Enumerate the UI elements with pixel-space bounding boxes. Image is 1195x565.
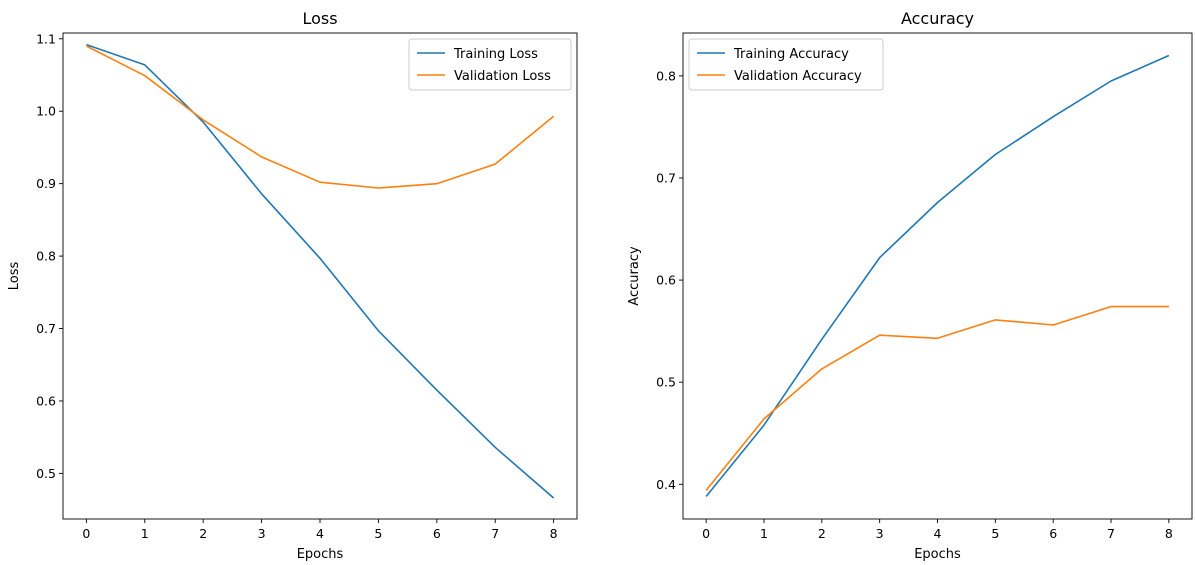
y-tick-label: 0.8: [36, 249, 56, 264]
y-tick-label: 0.7: [656, 170, 676, 185]
x-tick-label: 2: [818, 526, 826, 541]
x-tick-label: 1: [760, 526, 768, 541]
axes-frame: [682, 32, 1193, 520]
x-tick-label: 6: [433, 526, 441, 541]
x-tick-label: 8: [550, 526, 558, 541]
x-axis-label: Epochs: [297, 547, 344, 562]
y-tick-label: 0.6: [656, 273, 676, 288]
x-tick-label: 4: [934, 526, 942, 541]
legend-label: Training Accuracy: [733, 47, 849, 62]
x-tick-label: 0: [702, 526, 710, 541]
accuracy-chart: 0 1 2 3 4 5 6 7 8 0.4 0.5 0.6 0.7 0.8 Accuracy Epochs Ac…: [627, 9, 1193, 562]
y-tick-label: 0.5: [36, 466, 56, 481]
series-line-validation-loss: [86, 45, 555, 189]
y-tick-label: 0.6: [36, 393, 56, 408]
chart-title: Loss: [302, 9, 337, 28]
x-tick-label: 8: [1165, 526, 1173, 541]
series-line-validation-accuracy: [705, 305, 1169, 491]
y-tick-label: 1.1: [36, 31, 56, 46]
y-tick-label: 0.8: [656, 68, 676, 83]
x-tick-label: 3: [258, 526, 266, 541]
x-tick-label: 6: [1049, 526, 1057, 541]
legend-label: Validation Loss: [454, 69, 551, 84]
legend-label: Training Loss: [453, 47, 538, 62]
y-tick-label: 0.7: [36, 321, 56, 336]
legend-box: [408, 38, 572, 91]
x-tick-label: 5: [991, 526, 999, 541]
x-tick-label: 7: [491, 526, 499, 541]
x-tick-label: 4: [316, 526, 324, 541]
x-axis-label: Epochs: [914, 547, 961, 562]
loss-chart: 0 1 2 3 4 5 6 7 8 0.5 0.6 0.7 0.8 0.9 1.0 1.1 Loss Epochs…: [7, 9, 578, 562]
x-tick-label: 3: [876, 526, 884, 541]
y-tick-label: 0.9: [36, 176, 56, 191]
y-tick-label: 0.4: [656, 477, 676, 492]
x-tick-label: 5: [374, 526, 382, 541]
legend-label: Validation Accuracy: [734, 69, 862, 84]
y-tick-label: 0.5: [656, 375, 676, 390]
axes-frame: [62, 32, 578, 520]
series-line-training-accuracy: [705, 54, 1170, 498]
x-tick-label: 1: [141, 526, 149, 541]
series-line-training-loss: [86, 43, 555, 499]
x-tick-label: 7: [1107, 526, 1115, 541]
x-tick-label: 2: [199, 526, 207, 541]
legend: Training Loss Validation Loss: [408, 38, 572, 91]
y-axis-label: Loss: [7, 262, 22, 291]
legend: Training Accuracy Validation Accuracy: [688, 38, 884, 91]
y-tick-label: 1.0: [36, 104, 56, 119]
y-axis-label: Accuracy: [627, 246, 642, 306]
x-tick-label: 0: [82, 526, 90, 541]
chart-title: Accuracy: [901, 9, 974, 28]
legend-box: [688, 38, 884, 91]
